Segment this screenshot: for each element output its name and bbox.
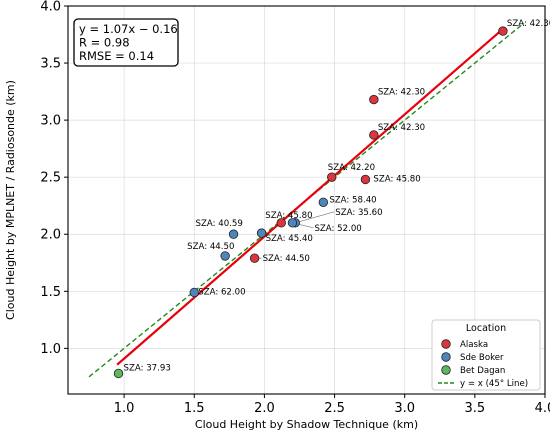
point-label: SZA: 42.30 [378,88,425,98]
regression-stats-box: y = 1.07x − 0.16 R = 0.98 RMSE = 0.14 [73,18,179,67]
data-point [249,253,260,263]
axis-ticks: 1.0 1.5 2.0 2.5 3.0 3.5 4.0 1.0 1.5 2.0 2.5 3.0 3.5 4… [40,0,550,416]
data-point [369,130,379,140]
plot-frame [67,5,546,395]
data-point [228,229,239,239]
y-tick-label: 4.0 [40,0,61,15]
legend-entry: y = x (45° Line) [460,379,528,389]
legend-entry: Alaska [460,340,488,350]
data-points [113,26,508,379]
data-point [498,26,508,36]
data-point [220,251,230,261]
fit-line [116,28,504,366]
data-point [318,197,329,207]
y-tick-label: 2.5 [40,171,61,186]
data-point [189,287,199,298]
legend-title: Location [466,323,506,334]
point-label: SZA: 45.80 [265,211,312,221]
point-label: SZA: 42.30 [378,123,425,133]
point-label: SZA: 62.00 [198,287,245,297]
data-point [327,172,337,182]
x-tick-label: 1.0 [114,401,135,416]
point-label: SZA: 42.30 [507,19,550,29]
data-point [360,174,371,185]
y-tick-label: 1.5 [40,285,61,300]
x-tick-label: 1.5 [184,401,205,416]
stats-r: R = 0.98 [79,36,130,50]
y-tick-label: 3.0 [40,114,61,129]
point-label: SZA: 40.59 [196,219,243,229]
data-point [113,368,124,379]
point-label: SZA: 52.00 [314,224,361,234]
legend-marker [441,365,451,375]
legend-entry: Sde Boker [460,353,504,363]
x-axis-label: Cloud Height by Shadow Technique (km) [195,418,418,431]
y-tick-label: 3.5 [40,57,61,72]
legend-marker [441,352,451,362]
label-leader-line [295,211,335,224]
x-tick-label: 3.0 [394,401,415,416]
stats-box-frame [73,18,179,67]
x-tick-label: 2.5 [324,401,345,416]
legend: Location Alaska Sde Boker Bet Dagan y = x (… [431,319,541,391]
y-axis-label: Cloud Height by MPLNET / Radiosonde (km) [4,80,17,320]
y-tick-label: 1.0 [40,342,61,357]
fit-line-layer [116,28,504,366]
legend-entry: Bet Dagan [460,366,505,376]
y-tick-label: 2.0 [40,228,61,243]
x-tick-label: 2.0 [254,401,275,416]
point-label: SZA: 35.60 [335,208,382,218]
data-point [287,218,298,228]
point-label: SZA: 45.80 [373,174,420,184]
point-label: SZA: 58.40 [329,195,376,205]
point-label: SZA: 42.20 [328,163,375,173]
x-tick-label: 3.5 [465,401,486,416]
point-label: SZA: 44.50 [263,254,310,264]
data-point [276,218,286,228]
stats-equation: y = 1.07x − 0.16 [79,22,178,36]
stats-rmse: RMSE = 0.14 [79,49,154,63]
x-tick-label: 4.0 [535,401,550,416]
data-point [369,94,379,105]
point-label: SZA: 44.50 [187,242,234,252]
point-label: SZA: 37.93 [124,363,171,373]
point-label: SZA: 45.40 [266,234,313,244]
data-point [256,228,267,238]
legend-marker [441,339,451,349]
legend-frame [431,319,541,391]
point-labels: SZA: 42.30 SZA: 42.30 SZA: 42.30 SZA: 42.20… [124,19,550,373]
